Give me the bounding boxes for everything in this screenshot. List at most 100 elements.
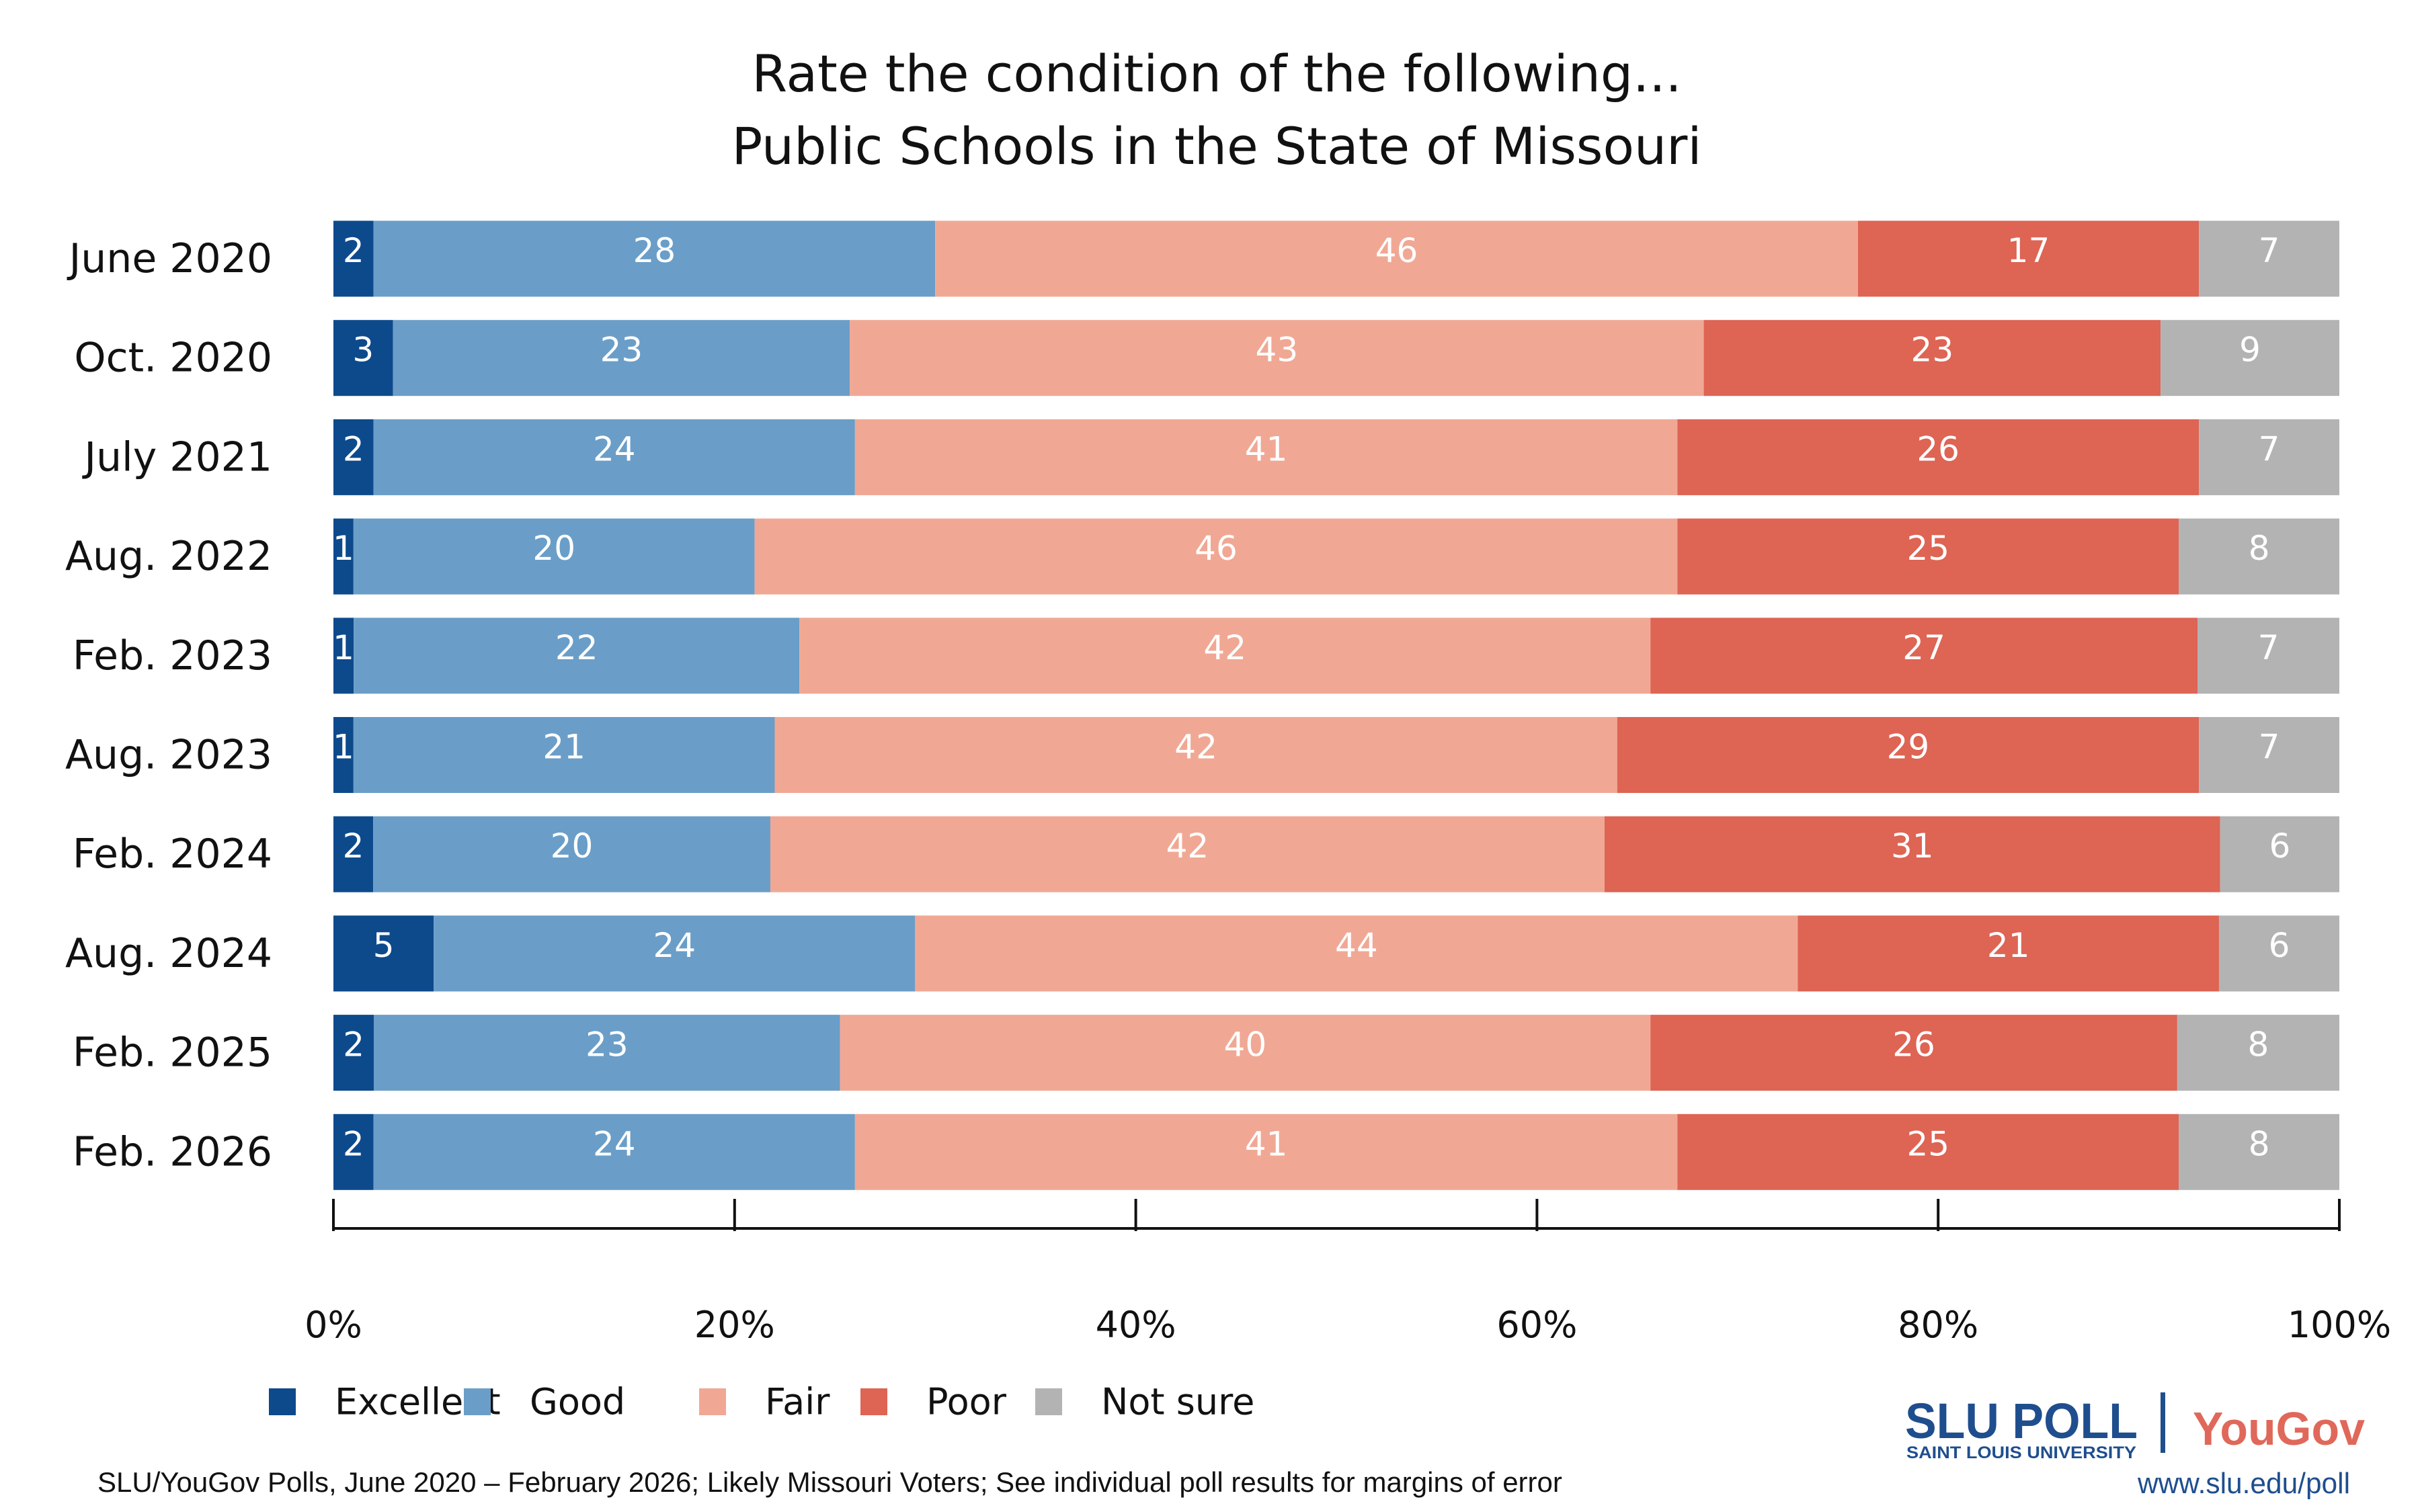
slu-poll-logo: SLU POLL SAINT LOUIS UNIVERSITY bbox=[1905, 1392, 2165, 1462]
data-label: 26 bbox=[1917, 429, 1960, 468]
bar-segment-good bbox=[373, 816, 770, 892]
bar-segment-poor bbox=[1677, 518, 2179, 595]
data-label: 7 bbox=[2259, 429, 2280, 468]
bar-segment-excellent bbox=[333, 419, 374, 495]
row-label: Feb. 2025 bbox=[73, 1030, 272, 1077]
legend-label: Fair bbox=[765, 1381, 830, 1423]
data-label: 1 bbox=[333, 628, 354, 667]
data-label: 27 bbox=[1902, 628, 1945, 667]
bar-segment-not-sure bbox=[2199, 419, 2339, 495]
x-tick-label: 60% bbox=[1496, 1304, 1577, 1346]
bar-segment-good bbox=[373, 419, 855, 495]
data-label: 25 bbox=[1906, 1124, 1949, 1163]
x-axis: 0% 20% 40% 60% 80% 100% bbox=[305, 1199, 2391, 1346]
legend-swatch bbox=[860, 1388, 887, 1415]
data-label: 5 bbox=[373, 926, 395, 965]
data-label: 42 bbox=[1166, 827, 1209, 866]
bar-segment-excellent bbox=[333, 618, 354, 694]
data-label: 21 bbox=[542, 728, 586, 767]
legend-swatch bbox=[699, 1388, 726, 1415]
data-label: 17 bbox=[2007, 231, 2050, 270]
legend: Excellent Good Fair Poor Not sure bbox=[269, 1381, 1254, 1423]
data-label: 6 bbox=[2269, 926, 2290, 965]
legend-swatch bbox=[269, 1388, 296, 1415]
data-label: 3 bbox=[352, 331, 374, 370]
bar-segment-not-sure bbox=[2179, 518, 2339, 595]
bar-segment-good bbox=[373, 1114, 855, 1190]
bar-segment-excellent bbox=[333, 816, 374, 892]
bar-segment-fair bbox=[770, 816, 1605, 892]
bar-segment-poor bbox=[1857, 220, 2200, 297]
chart-title-line1: Rate the condition of the following... bbox=[752, 44, 1681, 103]
legend-label: Good bbox=[530, 1381, 625, 1423]
data-label: 7 bbox=[2259, 231, 2280, 270]
bar-segment-fair bbox=[915, 915, 1798, 992]
bar-segment-poor bbox=[1650, 1015, 2177, 1091]
data-label: 44 bbox=[1335, 926, 1378, 965]
data-label: 41 bbox=[1245, 429, 1288, 468]
data-label: 31 bbox=[1891, 827, 1934, 866]
data-label: 2 bbox=[343, 827, 364, 866]
bar-segment-good bbox=[354, 618, 800, 694]
row-label: Aug. 2024 bbox=[65, 930, 272, 977]
poll-url-link[interactable]: www.slu.edu/poll bbox=[2137, 1467, 2350, 1500]
data-label: 40 bbox=[1224, 1025, 1267, 1064]
slu-logo-text: SLU POLL bbox=[1905, 1393, 2138, 1449]
slu-logo-subtext: SAINT LOUIS UNIVERSITY bbox=[1906, 1443, 2136, 1462]
data-label: 7 bbox=[2259, 728, 2280, 767]
x-tick-label: 0% bbox=[305, 1304, 362, 1346]
bar-segment-not-sure bbox=[2199, 220, 2339, 297]
row-label: Feb. 2024 bbox=[73, 831, 272, 878]
data-label: 7 bbox=[2258, 628, 2280, 667]
data-label: 8 bbox=[2248, 1025, 2269, 1064]
bar-segment-fair bbox=[854, 419, 1678, 495]
data-label: 25 bbox=[1906, 529, 1949, 568]
bar-segment-excellent bbox=[333, 518, 354, 595]
data-label: 43 bbox=[1256, 331, 1299, 370]
data-label: 2 bbox=[343, 429, 364, 468]
data-label: 8 bbox=[2249, 529, 2270, 568]
legend-swatch bbox=[464, 1388, 491, 1415]
bar-segment-poor bbox=[1677, 1114, 2179, 1190]
data-label: 20 bbox=[551, 827, 594, 866]
row-label: July 2021 bbox=[81, 433, 272, 480]
source-note: SLU/YouGov Polls, June 2020 – February 2… bbox=[97, 1466, 1562, 1498]
data-label: 2 bbox=[343, 231, 364, 270]
data-label: 46 bbox=[1195, 529, 1238, 568]
data-label: 1 bbox=[333, 529, 354, 568]
bar-segment-good bbox=[374, 1015, 840, 1091]
bar-segment-good bbox=[393, 320, 850, 396]
row-label: Aug. 2023 bbox=[65, 732, 272, 779]
bar-segment-not-sure bbox=[2197, 618, 2339, 694]
data-label: 21 bbox=[1987, 926, 2030, 965]
bar-segment-poor bbox=[1703, 320, 2161, 396]
bar-segment-excellent bbox=[333, 1015, 374, 1091]
data-label: 23 bbox=[586, 1025, 629, 1064]
bar-segment-fair bbox=[935, 220, 1858, 297]
legend-swatch bbox=[1035, 1388, 1062, 1415]
bar-segment-poor bbox=[1604, 816, 2220, 892]
data-label: 8 bbox=[2249, 1124, 2270, 1163]
bar-segment-excellent bbox=[333, 915, 434, 992]
bar-segment-fair bbox=[754, 518, 1678, 595]
row-label: June 2020 bbox=[67, 235, 272, 282]
bar-segment-good bbox=[353, 518, 755, 595]
row-label: Oct. 2020 bbox=[74, 335, 272, 382]
data-label: 28 bbox=[633, 231, 676, 270]
bar-segment-not-sure bbox=[2177, 1015, 2339, 1091]
data-label: 20 bbox=[532, 529, 575, 568]
bar-segment-not-sure bbox=[2179, 1114, 2339, 1190]
data-label: 6 bbox=[2269, 827, 2290, 866]
legend-label: Not sure bbox=[1101, 1381, 1254, 1423]
bar-segment-fair bbox=[774, 717, 1617, 793]
data-label: 24 bbox=[653, 926, 696, 965]
data-label: 41 bbox=[1245, 1124, 1288, 1163]
data-label: 24 bbox=[593, 1124, 636, 1163]
bar-segment-fair bbox=[854, 1114, 1678, 1190]
bar-segment-excellent bbox=[333, 320, 393, 396]
data-label: 26 bbox=[1892, 1025, 1935, 1064]
bar-segment-poor bbox=[1650, 618, 2198, 694]
data-label: 23 bbox=[1911, 331, 1954, 370]
